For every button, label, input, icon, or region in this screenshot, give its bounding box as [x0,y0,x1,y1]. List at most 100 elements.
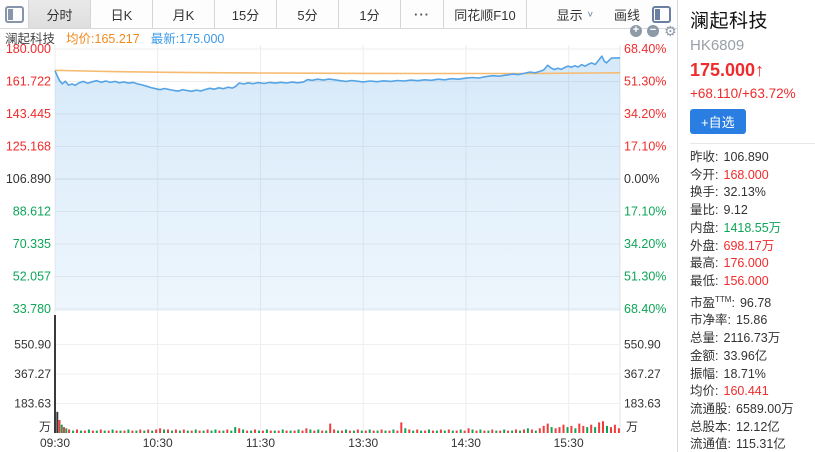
volume-bar [463,430,466,433]
volume-bar [230,430,233,433]
stat-value: 115.31亿 [736,437,786,452]
stat-row: 换手: 32.13% [690,184,815,202]
last-price: 175.000↑ [690,60,765,80]
volume-bar [65,428,68,433]
toolbar-tab[interactable]: 月K [153,0,215,28]
volume-bar [321,430,324,433]
left-panel-toggle-button[interactable] [0,0,29,28]
volume-bar [356,429,359,433]
volume-bar [570,425,573,433]
volume-bar [95,430,98,433]
volume-bar [566,427,569,433]
vol-axis-label: 367.27 [14,367,51,381]
stat-row: 昨收: 106.890 [690,149,815,167]
volume-bar [305,428,308,433]
volume-bar [190,430,193,433]
gear-icon[interactable]: ⚙ [664,23,677,39]
volume-bar [265,429,268,433]
toolbar-tab[interactable]: 15分 [215,0,277,28]
volume-bar [171,430,173,433]
volume-bar [530,429,533,433]
stat-value: 698.17万 [723,238,775,253]
volume-bar [167,429,169,433]
volume-bar [91,430,94,433]
stat-label: 最低: [690,273,719,288]
volume-bar [103,430,106,433]
volume-bar [479,429,482,433]
toolbar-tab[interactable]: 1分 [339,0,401,28]
stat-row: 流通股: 6589.00万 [690,401,815,419]
time-axis-label: 10:30 [143,436,173,450]
volume-bar [218,430,221,433]
stat-label: 流通值: [690,437,731,452]
stat-label: 最高: [690,256,719,271]
display-menu-button[interactable]: 显示 ∨ [547,0,604,28]
draw-line-button[interactable]: 画线 [613,7,640,23]
volume-bar [364,430,367,433]
stat-label: 量比: [690,203,719,218]
volume-bar [139,429,142,433]
volume-bar [554,428,557,433]
legend-avg-price: 均价:165.217 [66,32,140,46]
stats-list: 昨收: 106.890 今开: 168.000 换手: 32.13% 量比: 9.12 内盘: 1… [690,143,815,452]
toolbar-tab[interactable]: 分时 [29,0,91,28]
volume-bar [99,429,102,433]
volume-bar [372,430,375,433]
volume-bar [127,429,130,433]
volume-bar [163,429,165,433]
add-watchlist-button[interactable]: +自选 [690,109,746,134]
volume-bar [582,425,585,433]
volume-bar [400,422,403,433]
toolbar-tab[interactable]: 日K [91,0,153,28]
volume-bar [83,430,86,433]
volume-bar [72,430,75,433]
volume-bar [238,428,241,433]
zoom-out-icon[interactable]: − [647,25,659,37]
percent-axis-label: 17.10% [624,140,666,154]
price-area-fill [55,56,620,311]
volume-bar [519,430,521,433]
stat-label: 金额: [690,348,719,363]
stat-value: 96.78 [739,295,772,310]
percent-axis-label: 34.20% [624,107,666,121]
stat-label: 总量: [690,331,719,346]
volume-bar [550,427,553,433]
toolbar-tab[interactable]: ··· [401,0,444,28]
volume-bar [107,430,110,433]
toolbar-tab[interactable]: 5分 [277,0,339,28]
volume-bar [432,430,434,433]
toolbar-tab[interactable]: 同花顺F10 [444,0,527,28]
volume-bar [546,423,549,433]
stat-row: 总股本: 12.12亿 [690,419,815,437]
stat-row: 最高: 176.000 [690,255,815,273]
volume-bar [558,427,561,433]
percent-axis-label: 68.40% [624,302,666,316]
volume-bar [123,430,126,433]
volume-bar [226,429,229,433]
volume-bar [542,425,545,433]
zoom-in-icon[interactable]: + [630,25,642,37]
stat-label: 市净率: [690,313,731,328]
volume-bar [58,420,61,433]
volume-bar [475,430,478,433]
volume-bar [54,315,56,433]
timeshare-chart[interactable]: 180.000 68.40% 161.722 51.30% 143.445 34.20% 1… [0,0,677,452]
volume-bar [309,429,312,433]
volume-bar [499,430,502,433]
volume-bar [178,430,181,433]
stock-code: HK6809 [690,37,745,54]
volume-bar [301,430,304,433]
volume-bar [408,429,411,433]
volume-bar [503,429,506,433]
stat-row: 今开: 168.000 [690,167,815,185]
percent-axis-label: 51.30% [624,270,666,284]
right-panel-toggle-button[interactable] [650,0,677,28]
volume-bar [617,428,620,433]
stat-row: 市净率: 15.86 [690,312,815,330]
volume-bar [610,427,612,433]
volume-bar [60,424,63,433]
chart-legend: 澜起科技 均价:165.217 最新:175.000 [5,30,224,46]
volume-bar [451,430,454,433]
volume-bar [261,430,264,433]
stat-label: 换手: [690,185,719,200]
